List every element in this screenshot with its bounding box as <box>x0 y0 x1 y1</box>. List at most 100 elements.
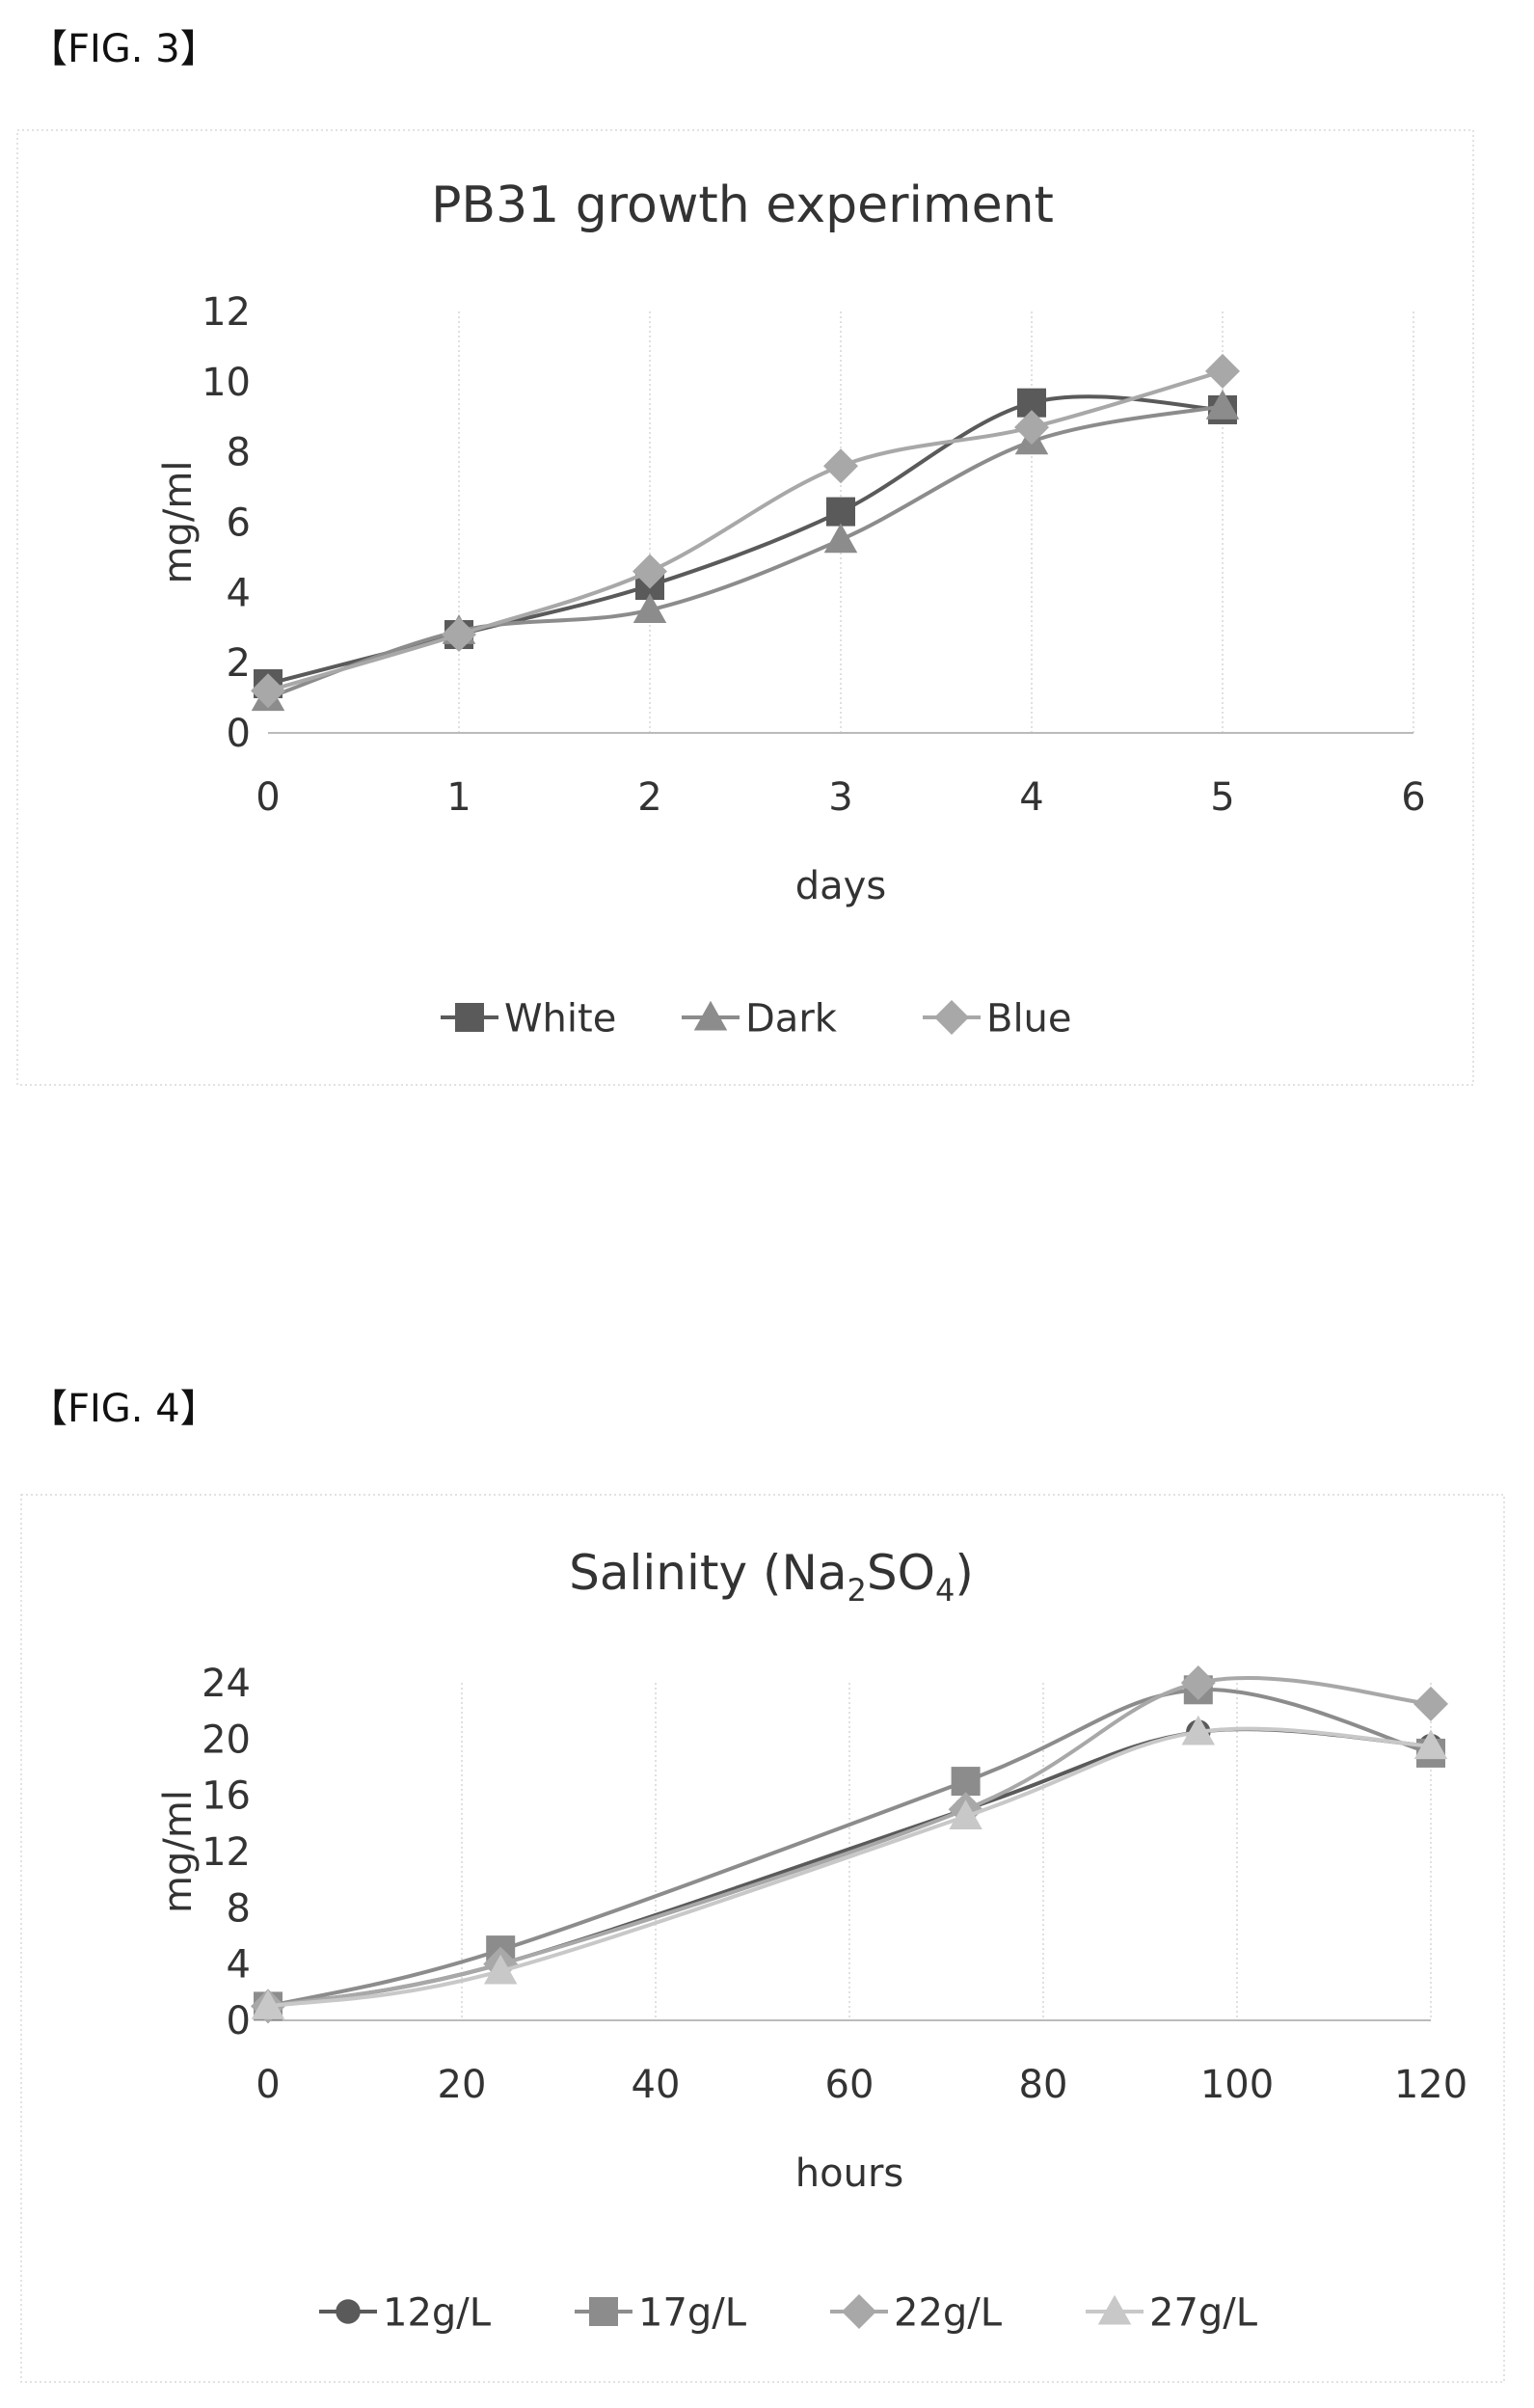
fig4-x-tick-label: 40 <box>632 2063 681 2107</box>
fig4-data-point-22g/L <box>948 1792 983 1827</box>
fig4-series-line-12g/L <box>267 1727 1432 2009</box>
fig4-y-axis-label: mg/ml <box>156 1790 201 1913</box>
fig4-y-tick-label: 8 <box>227 1886 251 1931</box>
fig4-legend-marker-22g/L <box>842 2294 876 2329</box>
fig3-legend-marker-Dark <box>693 1000 728 1031</box>
fig3-data-point-Blue <box>823 448 858 484</box>
fig4-data-point-22g/L <box>1413 1686 1448 1721</box>
fig4-x-tick-label: 60 <box>825 2063 875 2107</box>
fig3-legend-marker-White <box>455 1003 484 1032</box>
fig4-data-point-17g/L <box>1183 1675 1213 1705</box>
fig4-data-point-22g/L <box>1180 1665 1216 1700</box>
fig3-y-tick-label: 0 <box>227 712 251 756</box>
fig3-data-point-Dark <box>442 614 476 644</box>
fig4-data-point-27g/L <box>1181 1715 1216 1745</box>
fig3-y-tick-label: 8 <box>227 431 251 475</box>
fig4-data-point-17g/L <box>254 1991 283 2021</box>
fig4-legend-label-17g/L: 17g/L <box>638 2290 747 2335</box>
fig3-x-axis-label: days <box>795 864 886 908</box>
fig4-legend-marker-17g/L <box>589 2297 618 2326</box>
fig3-data-point-White <box>254 669 283 699</box>
fig3-y-tick-label: 12 <box>202 290 251 335</box>
fig3-x-tick-label: 6 <box>1401 775 1425 820</box>
fig3-data-point-Dark <box>823 523 858 554</box>
fig3-legend-label-Dark: Dark <box>745 996 838 1041</box>
fig3-data-point-White <box>1017 388 1046 418</box>
fig3-x-tick-label: 0 <box>256 775 280 820</box>
fig3-frame <box>16 129 1474 1086</box>
fig4-data-point-17g/L <box>1416 1738 1445 1768</box>
fig4-x-tick-label: 80 <box>1019 2063 1068 2107</box>
fig3-series-line-Dark <box>267 404 1224 700</box>
fig3-data-point-Blue <box>251 673 285 709</box>
fig4-title-part: ) <box>955 1545 974 1601</box>
fig3-y-tick-label: 10 <box>202 361 251 405</box>
fig3-legend-label-White: White <box>504 996 616 1041</box>
figure-4-label: 【FIG. 4】 <box>29 1387 219 1431</box>
fig4-y-tick-label: 4 <box>227 1943 251 1988</box>
fig3-legend-label-Blue: Blue <box>986 996 1072 1041</box>
fig4-y-tick-label: 20 <box>202 1718 251 1762</box>
fig4-legend-label-12g/L: 12g/L <box>383 2290 492 2335</box>
fig4-data-point-27g/L <box>949 1799 982 1830</box>
fig4-data-point-12g/L <box>1186 1719 1211 1745</box>
fig3-series-line-White <box>267 394 1224 686</box>
fig4-data-point-12g/L <box>488 1951 513 1977</box>
fig4-title-part: 4 <box>935 1572 955 1609</box>
fig3-data-point-White <box>635 571 664 601</box>
fig4-chart-title: Salinity (Na2SO4) <box>569 1545 974 1609</box>
fig4-legend-label-27g/L: 27g/L <box>1149 2290 1258 2335</box>
fig3-y-tick-label: 2 <box>227 641 251 686</box>
fig3-x-tick-label: 3 <box>828 775 852 820</box>
fig3-chart-title: PB31 growth experiment <box>431 176 1054 234</box>
fig3-y-axis-label: mg/ml <box>156 461 201 584</box>
fig4-x-tick-label: 120 <box>1394 2063 1467 2107</box>
fig3-data-point-White <box>826 497 855 527</box>
fig4-data-point-27g/L <box>483 1954 518 1985</box>
fig4-legend-marker-12g/L <box>336 2299 361 2324</box>
fig3-data-point-Dark <box>1014 424 1049 455</box>
fig4-y-tick-label: 12 <box>202 1830 251 1875</box>
fig4-data-point-22g/L <box>251 1989 285 2024</box>
fig3-data-point-White <box>444 620 473 650</box>
fig4-frame <box>20 1494 1505 2383</box>
fig3-y-tick-label: 6 <box>227 501 251 546</box>
fig4-title-part: SO <box>867 1545 935 1601</box>
fig3-x-tick-label: 2 <box>637 775 661 820</box>
fig3-data-point-Dark <box>251 681 285 712</box>
fig3-series-line-Blue <box>267 368 1224 693</box>
fig4-x-axis-label: hours <box>795 2151 903 2196</box>
fig4-data-point-17g/L <box>951 1767 981 1797</box>
fig4-data-point-27g/L <box>251 1989 285 2019</box>
fig3-data-point-Blue <box>1014 410 1049 446</box>
fig3-data-point-Blue <box>442 617 476 653</box>
fig4-data-point-27g/L <box>1413 1729 1448 1760</box>
fig3-data-point-Dark <box>632 593 667 624</box>
fig3-data-point-Blue <box>632 554 667 589</box>
fig4-data-point-22g/L <box>483 1946 519 1982</box>
fig4-legend-label-22g/L: 22g/L <box>894 2290 1003 2335</box>
fig4-x-tick-label: 20 <box>438 2063 487 2107</box>
fig4-x-tick-label: 0 <box>256 2063 280 2107</box>
fig4-title-part: 2 <box>848 1572 867 1609</box>
fig4-series-line-27g/L <box>267 1726 1432 2009</box>
fig3-x-tick-label: 1 <box>446 775 471 820</box>
figure-3-label: 【FIG. 3】 <box>29 27 219 71</box>
fig4-y-tick-label: 0 <box>227 1999 251 2043</box>
fig3-data-point-Dark <box>1205 390 1240 419</box>
fig4-data-point-12g/L <box>953 1797 979 1822</box>
fig4-data-point-12g/L <box>1418 1733 1443 1759</box>
fig4-y-tick-label: 24 <box>202 1662 251 1706</box>
fig3-x-tick-label: 5 <box>1210 775 1234 820</box>
fig4-data-point-17g/L <box>486 1935 516 1965</box>
fig4-series-line-17g/L <box>267 1688 1432 2009</box>
fig3-x-tick-label: 4 <box>1019 775 1043 820</box>
fig4-y-tick-label: 16 <box>202 1774 251 1819</box>
fig3-legend-marker-Blue <box>934 1000 969 1035</box>
fig3-y-tick-label: 4 <box>227 571 251 615</box>
fig4-title-part: Salinity (Na <box>569 1545 847 1601</box>
fig4-legend-marker-27g/L <box>1097 2294 1132 2325</box>
fig3-data-point-White <box>1208 394 1237 424</box>
fig4-x-tick-label: 100 <box>1200 2063 1274 2107</box>
